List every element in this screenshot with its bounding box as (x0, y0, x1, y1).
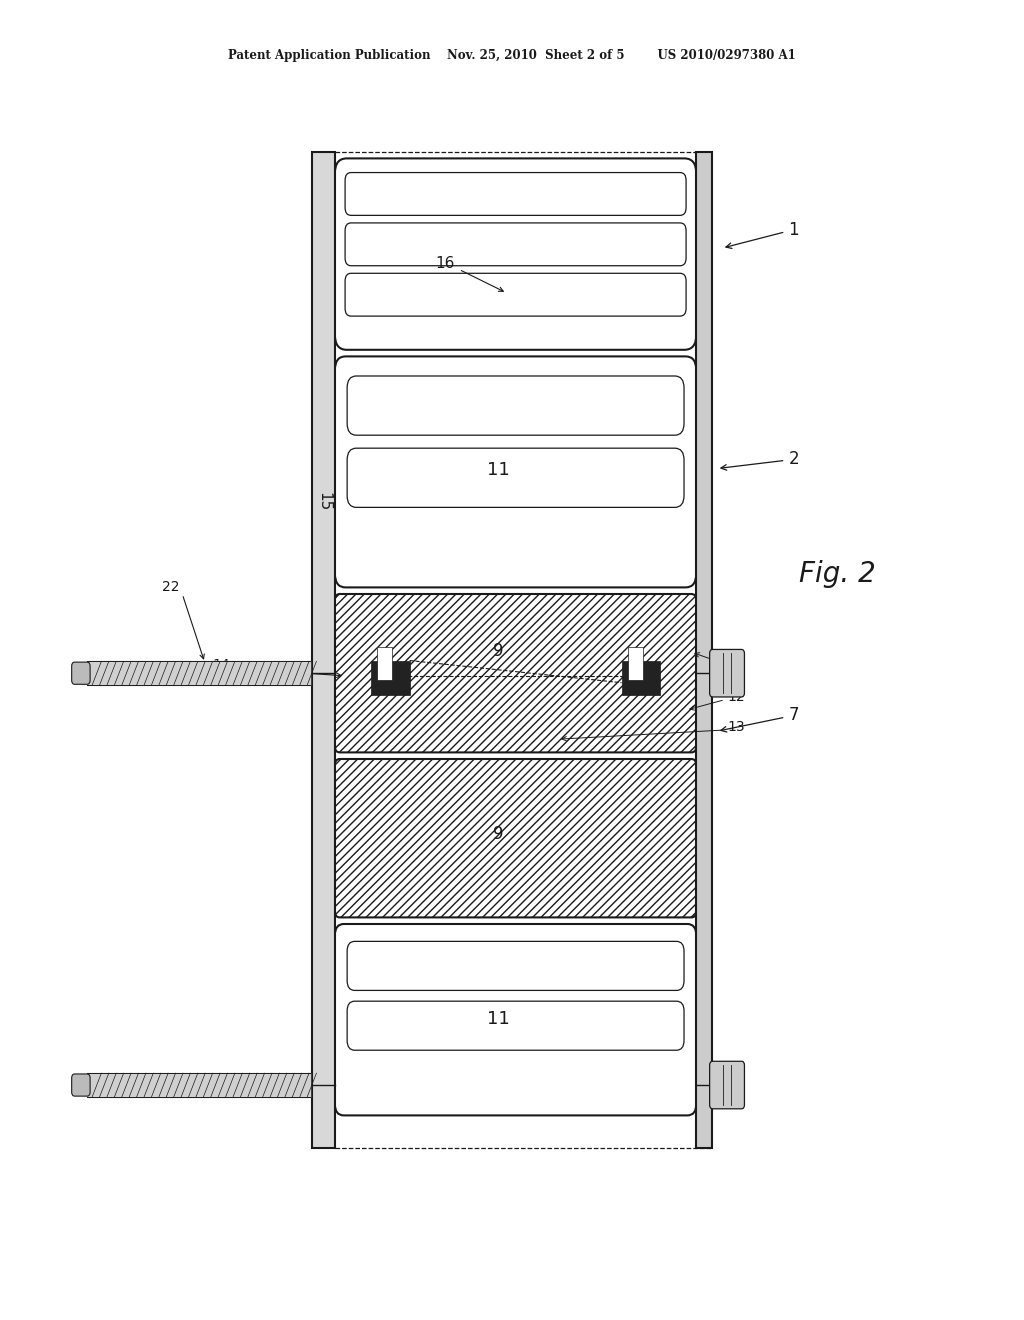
Text: 14: 14 (213, 659, 230, 672)
Text: Patent Application Publication    Nov. 25, 2010  Sheet 2 of 5        US 2010/029: Patent Application Publication Nov. 25, … (228, 49, 796, 62)
FancyBboxPatch shape (710, 649, 744, 697)
FancyBboxPatch shape (72, 1074, 90, 1096)
Text: 9: 9 (494, 825, 504, 843)
FancyBboxPatch shape (347, 376, 684, 436)
FancyBboxPatch shape (345, 273, 686, 315)
FancyBboxPatch shape (345, 223, 686, 265)
FancyBboxPatch shape (335, 759, 696, 917)
Text: 17: 17 (727, 660, 744, 673)
FancyBboxPatch shape (335, 158, 696, 350)
Text: 7: 7 (721, 706, 799, 733)
FancyBboxPatch shape (335, 594, 696, 752)
Text: 1: 1 (726, 220, 799, 248)
Text: 13: 13 (727, 721, 744, 734)
Text: Fig. 2: Fig. 2 (799, 560, 876, 589)
Bar (622, 660, 660, 696)
Text: 22: 22 (162, 581, 179, 594)
FancyBboxPatch shape (347, 449, 684, 507)
Text: 16: 16 (436, 256, 455, 272)
Bar (312, 152, 335, 1148)
FancyBboxPatch shape (335, 356, 696, 587)
Text: 11: 11 (487, 1010, 510, 1028)
FancyBboxPatch shape (347, 1001, 684, 1051)
Text: 11: 11 (487, 461, 510, 479)
Text: 12: 12 (727, 690, 744, 704)
FancyBboxPatch shape (710, 1061, 744, 1109)
Bar (628, 647, 643, 680)
Bar (377, 647, 392, 680)
FancyBboxPatch shape (345, 173, 686, 215)
FancyBboxPatch shape (335, 924, 696, 1115)
Bar (371, 660, 410, 696)
Text: 9: 9 (494, 642, 504, 660)
Bar (696, 152, 712, 1148)
FancyBboxPatch shape (347, 941, 684, 990)
Text: 15: 15 (316, 492, 331, 511)
FancyBboxPatch shape (72, 663, 90, 684)
Text: 2: 2 (721, 450, 799, 470)
